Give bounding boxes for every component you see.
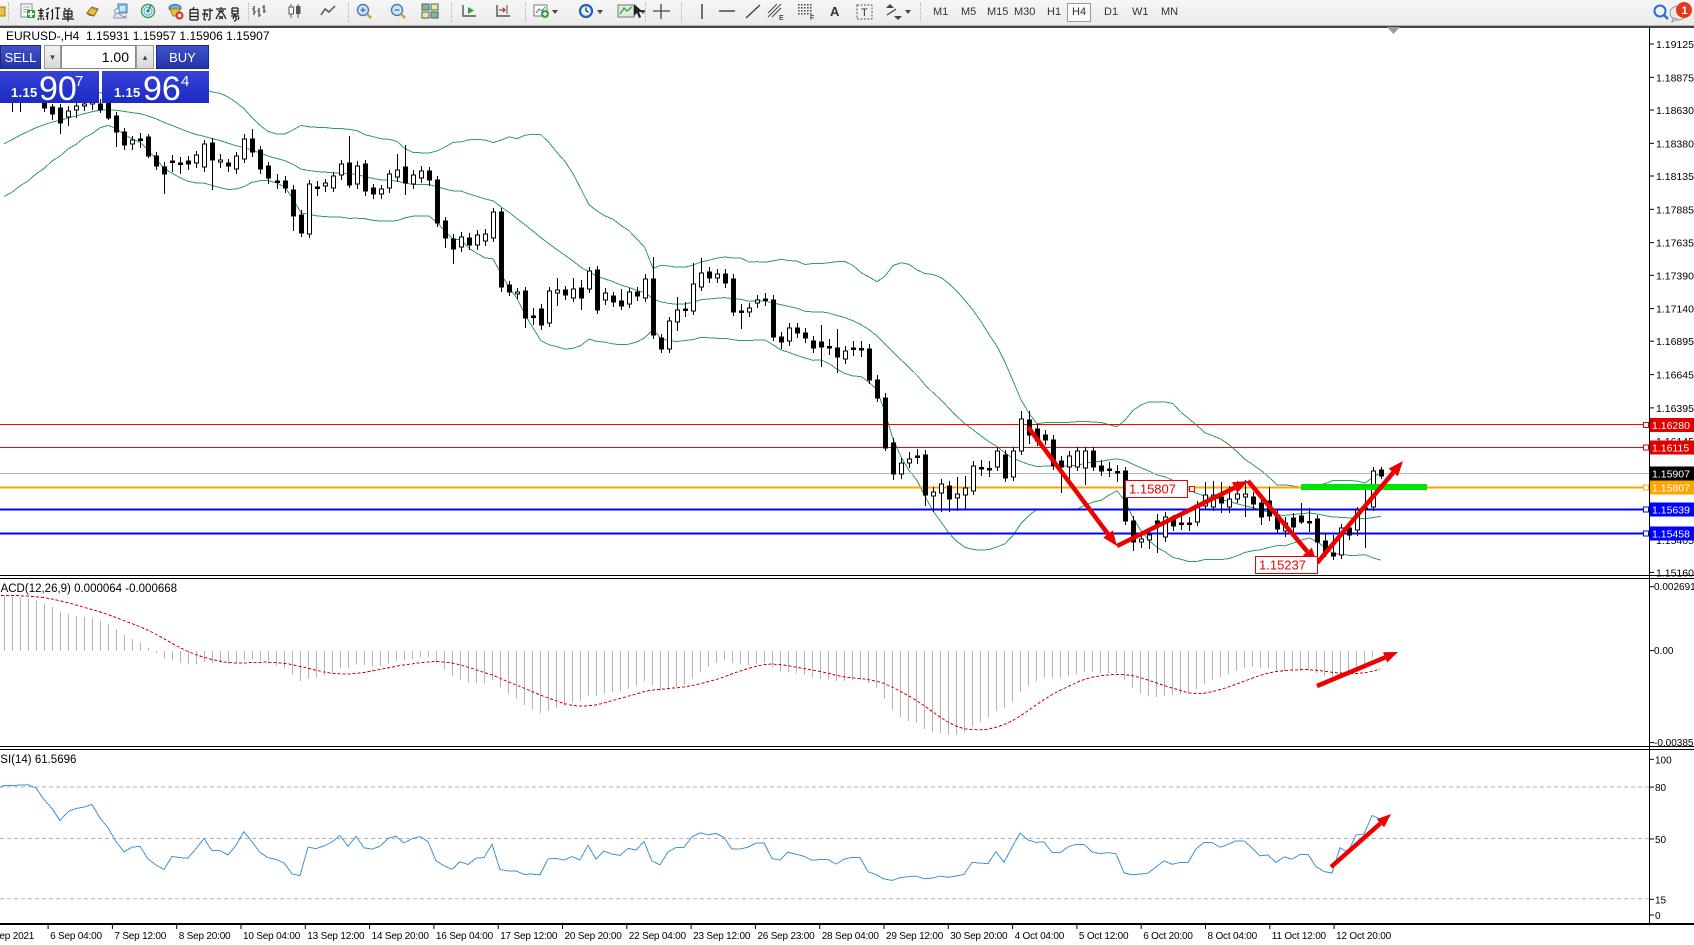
svg-text:1.15807: 1.15807 (1652, 483, 1690, 495)
svg-text:7 Sep 12:00: 7 Sep 12:00 (114, 931, 166, 942)
svg-text:1.16280: 1.16280 (1652, 420, 1690, 432)
svg-text:0.00: 0.00 (1654, 646, 1674, 657)
svg-text:T: T (861, 7, 868, 19)
svg-text:EURUSD-,H4 1.15931 1.15957 1.: EURUSD-,H4 1.15931 1.15957 1.15906 1.159… (6, 29, 270, 43)
svg-text:1: 1 (1682, 5, 1688, 17)
svg-text:1.15907: 1.15907 (1652, 469, 1690, 481)
svg-text:MACD(12,26,9) 0.000064 -0.0006: MACD(12,26,9) 0.000064 -0.000668 (0, 583, 177, 595)
svg-text:50: 50 (1655, 835, 1667, 846)
svg-text:1.15237: 1.15237 (1259, 558, 1306, 573)
svg-text:1.18630: 1.18630 (1656, 105, 1694, 117)
svg-text:22 Sep 04:00: 22 Sep 04:00 (629, 931, 687, 942)
svg-text:8 Oct 04:00: 8 Oct 04:00 (1208, 931, 1258, 942)
svg-text:1.16895: 1.16895 (1656, 336, 1694, 348)
svg-text:23 Sep 12:00: 23 Sep 12:00 (693, 931, 751, 942)
svg-text:80: 80 (1655, 783, 1667, 794)
svg-text:1.15160: 1.15160 (1656, 567, 1694, 579)
svg-text:1.17390: 1.17390 (1656, 270, 1694, 282)
svg-text:1.16645: 1.16645 (1656, 370, 1694, 382)
svg-text:100: 100 (1655, 755, 1672, 766)
svg-text:6 Sep 04:00: 6 Sep 04:00 (50, 931, 102, 942)
svg-text:20 Sep 20:00: 20 Sep 20:00 (565, 931, 623, 942)
svg-text:0.002691: 0.002691 (1654, 582, 1694, 593)
svg-text:0: 0 (1655, 911, 1661, 922)
svg-text:RSI(14) 61.5696: RSI(14) 61.5696 (0, 754, 76, 766)
svg-text:1.16395: 1.16395 (1656, 403, 1694, 415)
svg-text:26 Sep 23:00: 26 Sep 23:00 (757, 931, 815, 942)
svg-text:1.18380: 1.18380 (1656, 138, 1694, 150)
svg-text:4 Oct 04:00: 4 Oct 04:00 (1015, 931, 1065, 942)
svg-text:1.16115: 1.16115 (1652, 443, 1689, 455)
svg-text:1.18875: 1.18875 (1656, 72, 1694, 84)
svg-text:1.17635: 1.17635 (1656, 238, 1694, 250)
svg-text:F: F (810, 15, 814, 21)
svg-text:28 Sep 04:00: 28 Sep 04:00 (822, 931, 880, 942)
svg-text:6 Oct 20:00: 6 Oct 20:00 (1143, 931, 1193, 942)
svg-text:11 Oct 12:00: 11 Oct 12:00 (1272, 931, 1327, 942)
svg-text:3 Sep 2021: 3 Sep 2021 (0, 931, 35, 942)
svg-text:1.15807: 1.15807 (1129, 482, 1176, 497)
svg-text:29 Sep 12:00: 29 Sep 12:00 (886, 931, 944, 942)
svg-text:1.17885: 1.17885 (1656, 204, 1694, 216)
svg-text:10 Sep 04:00: 10 Sep 04:00 (243, 931, 301, 942)
svg-text:1.15458: 1.15458 (1652, 529, 1690, 541)
svg-text:5 Oct 12:00: 5 Oct 12:00 (1079, 931, 1129, 942)
svg-text:1.17140: 1.17140 (1656, 304, 1694, 316)
svg-text:8 Sep 20:00: 8 Sep 20:00 (179, 931, 231, 942)
svg-text:12 Oct 20:00: 12 Oct 20:00 (1336, 931, 1391, 942)
svg-text:-0.00385: -0.00385 (1654, 738, 1694, 749)
svg-text:E: E (779, 15, 784, 21)
svg-text:14 Sep 20:00: 14 Sep 20:00 (372, 931, 430, 942)
svg-text:30 Sep 20:00: 30 Sep 20:00 (950, 931, 1008, 942)
svg-text:17 Sep 12:00: 17 Sep 12:00 (500, 931, 558, 942)
svg-text:16 Sep 04:00: 16 Sep 04:00 (436, 931, 494, 942)
svg-text:1.15639: 1.15639 (1652, 505, 1690, 517)
svg-text:13 Sep 12:00: 13 Sep 12:00 (307, 931, 365, 942)
svg-text:1.19125: 1.19125 (1656, 39, 1694, 51)
svg-text:15: 15 (1655, 895, 1667, 906)
svg-text:1.18135: 1.18135 (1656, 171, 1694, 183)
